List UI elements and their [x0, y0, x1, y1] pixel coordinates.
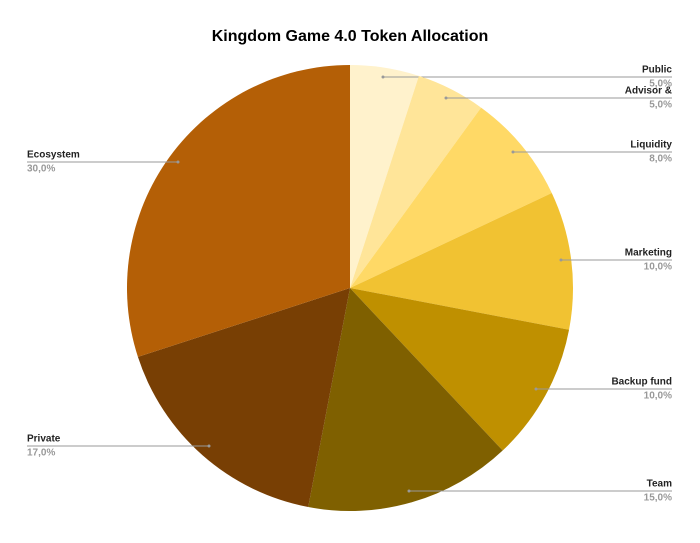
slice-label: Advisor &	[625, 86, 672, 97]
callout-dot	[407, 489, 411, 493]
callout-dot	[381, 75, 385, 79]
slice-value: 10,0%	[644, 262, 672, 273]
slice-label: Private	[27, 434, 61, 445]
slice-value: 15,0%	[644, 493, 672, 504]
slice-label: Team	[647, 479, 672, 490]
callout-dot	[176, 160, 180, 164]
callout-dot	[511, 150, 515, 154]
slice-value: 10,0%	[644, 391, 672, 402]
slice-value: 30,0%	[27, 164, 55, 175]
slice-label: Backup fund	[611, 377, 672, 388]
slice-label: Public	[642, 65, 672, 76]
callout-dot	[207, 444, 211, 448]
slice-label: Liquidity	[630, 140, 672, 151]
slice-label: Ecosystem	[27, 150, 80, 161]
slice-value: 5,0%	[649, 100, 672, 111]
callout-dot	[444, 96, 448, 100]
chart-title: Kingdom Game 4.0 Token Allocation	[212, 28, 488, 45]
pie-slice	[350, 75, 482, 288]
slice-value: 8,0%	[649, 154, 672, 165]
slice-label: Marketing	[625, 248, 672, 259]
pie-slice	[350, 193, 573, 330]
callout-dot	[559, 258, 563, 262]
slice-value: 17,0%	[27, 448, 55, 459]
pie-slice	[308, 288, 503, 512]
pie-slice	[350, 107, 552, 289]
pie-slice	[350, 65, 419, 288]
callout-dot	[534, 387, 538, 391]
pie-slice	[126, 65, 350, 357]
pie-slice	[350, 288, 570, 451]
slice-value: 5,0%	[649, 79, 672, 90]
pie-slice	[137, 288, 350, 508]
